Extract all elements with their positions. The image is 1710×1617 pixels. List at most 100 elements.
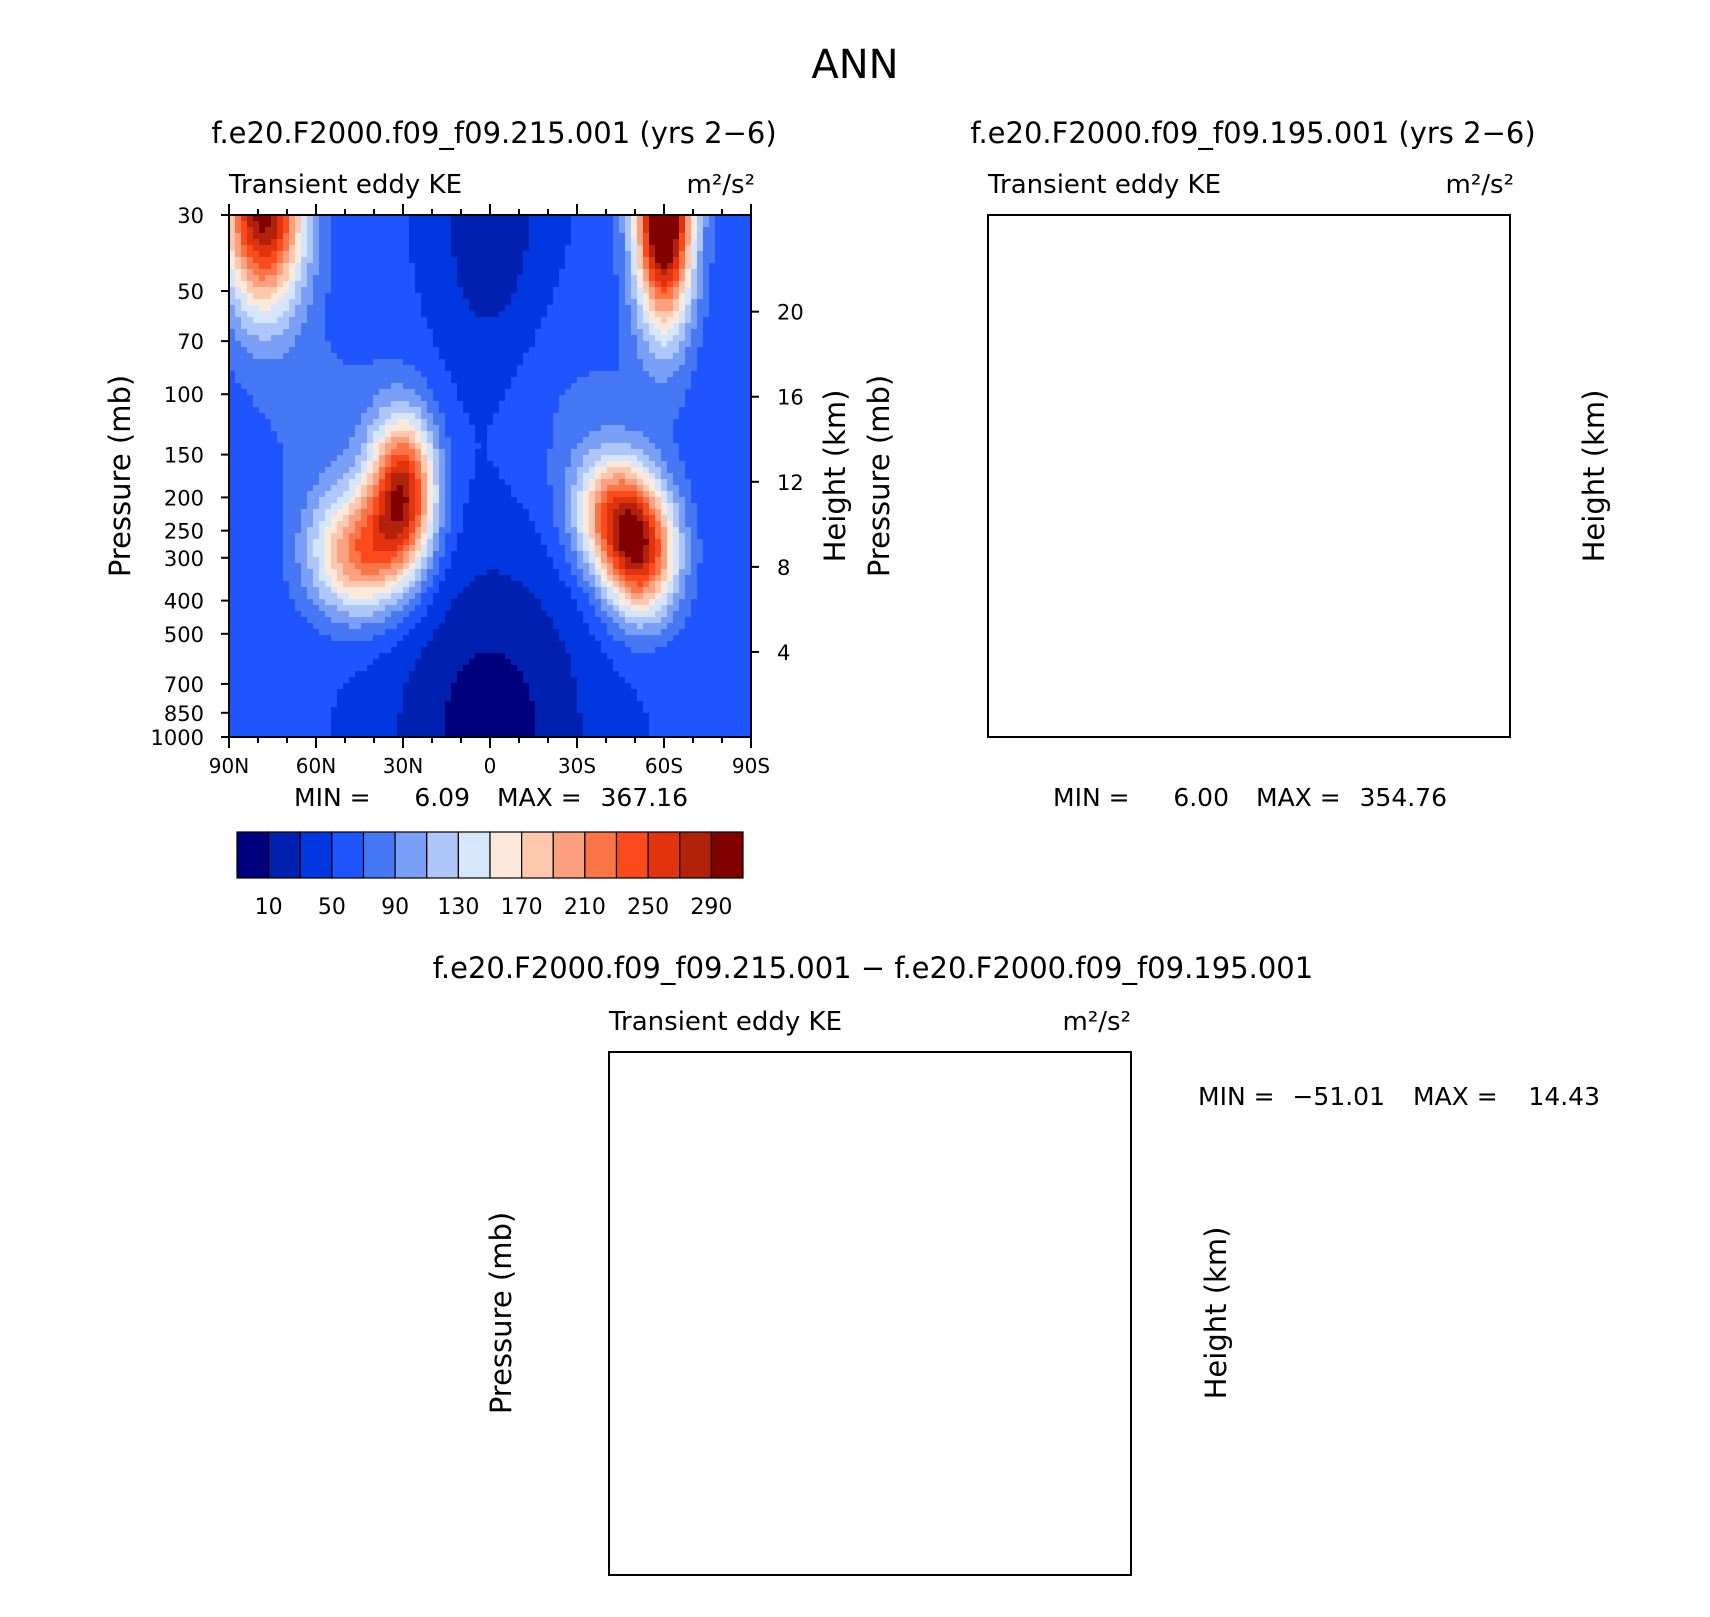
field-cell <box>481 461 488 468</box>
field-cell <box>319 485 326 492</box>
field-cell <box>427 317 434 324</box>
field-cell <box>235 257 242 264</box>
field-cell <box>259 437 266 444</box>
field-cell <box>379 305 386 312</box>
field-cell <box>685 497 692 504</box>
field-cell <box>601 299 608 306</box>
field-cell <box>541 413 548 420</box>
field-cell <box>571 215 578 222</box>
field-cell <box>739 551 746 558</box>
field-cell <box>727 329 734 336</box>
field-cell <box>565 221 572 228</box>
field-cell <box>535 419 542 426</box>
field-cell <box>277 515 284 522</box>
field-cell <box>457 263 464 270</box>
field-cell <box>511 545 518 552</box>
field-cell <box>637 401 644 408</box>
field-cell <box>691 407 698 414</box>
field-cell <box>427 551 434 558</box>
field-cell <box>259 515 266 522</box>
field-cell <box>571 281 578 288</box>
field-cell <box>703 497 710 504</box>
field-cell <box>529 407 536 414</box>
field-cell <box>703 251 710 258</box>
field-cell <box>733 323 740 330</box>
field-cell <box>229 389 236 396</box>
field-cell <box>331 335 338 342</box>
field-cell <box>259 377 266 384</box>
field-cell <box>643 239 650 246</box>
field-cell <box>715 395 722 402</box>
field-cell <box>541 305 548 312</box>
field-cell <box>565 263 572 270</box>
field-cell <box>547 317 554 324</box>
field-cell <box>601 407 608 414</box>
field-cell <box>619 497 626 504</box>
field-cell <box>373 353 380 360</box>
field-cell <box>691 401 698 408</box>
field-cell <box>229 371 236 378</box>
field-cell <box>277 215 284 222</box>
field-cell <box>607 503 614 510</box>
field-cell <box>493 401 500 408</box>
field-cell <box>685 407 692 414</box>
field-cell <box>259 341 266 348</box>
field-cell <box>721 383 728 390</box>
field-cell <box>235 395 242 402</box>
field-cell <box>715 233 722 240</box>
field-cell <box>619 239 626 246</box>
field-cell <box>253 479 260 486</box>
field-cell <box>583 437 590 444</box>
field-cell <box>385 443 392 450</box>
field-cell <box>391 419 398 426</box>
field-cell <box>337 389 344 396</box>
field-cell <box>589 365 596 372</box>
field-cell <box>325 515 332 522</box>
field-cell <box>541 455 548 462</box>
field-cell <box>391 449 398 456</box>
field-cell <box>403 293 410 300</box>
field-cell <box>259 461 266 468</box>
field-cell <box>271 227 278 234</box>
field-cell <box>637 317 644 324</box>
field-cell <box>721 299 728 306</box>
field-cell <box>679 419 686 426</box>
field-cell <box>535 281 542 288</box>
field-cell <box>499 257 506 264</box>
field-cell <box>355 437 362 444</box>
field-cell <box>481 275 488 282</box>
field-cell <box>445 305 452 312</box>
field-cell <box>499 533 506 540</box>
field-cell <box>445 419 452 426</box>
field-cell <box>601 521 608 528</box>
field-cell <box>745 293 752 300</box>
field-cell <box>715 293 722 300</box>
field-cell <box>667 455 674 462</box>
field-cell <box>427 455 434 462</box>
field-cell <box>535 377 542 384</box>
field-cell <box>373 227 380 234</box>
field-cell <box>697 551 704 558</box>
field-cell <box>685 269 692 276</box>
field-cell <box>607 263 614 270</box>
field-cell <box>667 299 674 306</box>
field-cell <box>337 221 344 228</box>
field-cell <box>229 467 236 474</box>
field-cell <box>619 437 626 444</box>
field-cell <box>397 545 404 552</box>
field-cell <box>277 311 284 318</box>
field-cell <box>739 245 746 252</box>
field-cell <box>307 539 314 546</box>
field-cell <box>379 377 386 384</box>
field-cell <box>295 425 302 432</box>
field-cell <box>415 461 422 468</box>
field-cell <box>253 245 260 252</box>
field-cell <box>433 431 440 438</box>
field-cell <box>265 473 272 480</box>
field-cell <box>403 497 410 504</box>
field-cell <box>727 521 734 528</box>
field-cell <box>535 263 542 270</box>
field-cell <box>259 275 266 282</box>
field-cell <box>649 377 656 384</box>
field-cell <box>235 329 242 336</box>
